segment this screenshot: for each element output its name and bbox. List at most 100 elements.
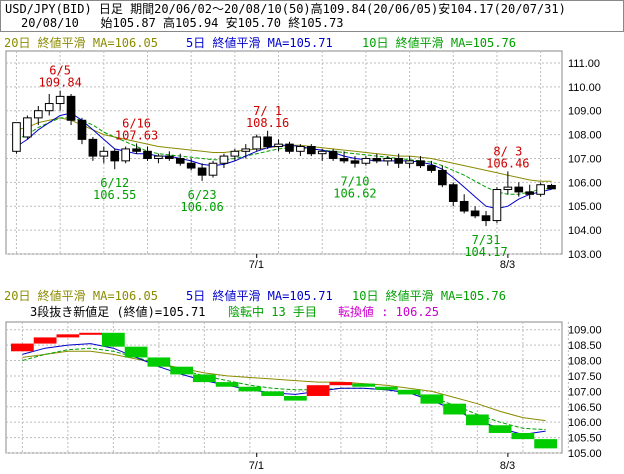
three-line-break-block	[443, 403, 466, 415]
bottom-ytick-label: 107.50	[568, 371, 602, 383]
candle-body	[350, 160, 360, 164]
annotation-value: 106.62	[333, 187, 376, 201]
three-line-break-block	[215, 382, 239, 387]
candle-body	[525, 191, 535, 195]
bottom-ytick-label: 109.00	[568, 325, 602, 337]
candle-body	[44, 103, 54, 112]
bottom-panel-frame	[5, 321, 563, 454]
candle-body	[492, 189, 502, 222]
three-line-break-block	[124, 346, 148, 358]
top-ytick-label: 109.00	[568, 106, 602, 118]
bottom-ytick-label: 107.00	[568, 386, 602, 398]
three-line-break-block	[306, 385, 330, 396]
candle-body	[263, 136, 272, 148]
top-panel-frame	[5, 50, 563, 255]
candle-body	[33, 110, 43, 119]
candle-body	[132, 148, 141, 152]
candle-body	[99, 150, 109, 157]
candle-body	[219, 155, 229, 164]
three-line-break-block	[193, 374, 216, 383]
top-ytick-label: 104.00	[568, 225, 602, 237]
candle-body	[372, 157, 382, 162]
candle-body	[459, 200, 469, 212]
three-line-break-block	[79, 332, 102, 335]
chart-title: USD/JPY(BID) 日足 期間20/06/02～20/08/10(50)高…	[5, 2, 566, 16]
candle-body	[186, 162, 196, 169]
annotation-date: 6/23	[188, 188, 217, 202]
top-ytick-label: 105.00	[568, 201, 602, 213]
top-ytick-label: 107.00	[568, 153, 602, 165]
three-line-break-label: 3段抜き新値足 (終値)=105.71	[30, 304, 205, 319]
last-bar-ohlc: 20/08/10 始105.87 高105.94 安105.70 終105.73	[21, 16, 344, 30]
three-line-break-block	[329, 382, 353, 386]
candle-body	[23, 117, 32, 138]
top-ytick-label: 103.00	[568, 249, 602, 261]
annotation-date: 6/5	[49, 64, 71, 78]
three-line-break-block	[238, 386, 262, 392]
legend-ma5: 5日 終値平滑 MA=105.71	[186, 35, 333, 50]
annotation-value: 106.46	[486, 156, 529, 170]
annotation-date: 6/12	[100, 176, 129, 190]
top-ma20-line	[16, 117, 552, 182]
top-ytick-label: 108.00	[568, 130, 602, 142]
three-line-break-block	[147, 357, 171, 367]
three-line-break-block	[466, 414, 489, 426]
candle-body	[230, 150, 240, 157]
three-line-break-block	[397, 389, 421, 395]
candle-body	[503, 186, 513, 191]
top-ytick-label: 106.00	[568, 177, 602, 189]
annotation-value: 106.55	[93, 188, 136, 202]
top-ma5-line	[16, 112, 552, 210]
bottom-panel-grid	[5, 321, 569, 454]
annotation-date: 8/ 3	[493, 144, 522, 158]
annotation-date: 7/ 1	[253, 104, 282, 118]
top-panel-candles	[12, 90, 556, 227]
candle-body	[448, 184, 458, 202]
reversal-value: 転換値 : 106.25	[338, 304, 439, 319]
candle-body	[547, 184, 556, 190]
legend-bottom-ma20: 20日 終値平滑 MA=106.05	[4, 288, 158, 303]
candle-body	[77, 119, 87, 140]
candle-body	[241, 148, 251, 152]
candle-body	[536, 184, 545, 195]
candle-body	[165, 155, 174, 159]
candle-body	[88, 138, 98, 157]
candle-body	[296, 146, 305, 152]
candle-body	[405, 160, 414, 164]
top-panel-grid	[5, 50, 563, 255]
candle-body	[143, 150, 152, 159]
three-line-break-block	[511, 432, 535, 440]
bottom-ytick-label: 105.50	[568, 433, 602, 445]
candle-body	[66, 95, 76, 121]
bottom-ytick-label: 106.50	[568, 402, 602, 414]
annotation-value: 109.84	[38, 76, 81, 90]
candle-body	[339, 157, 349, 162]
candle-body	[383, 157, 393, 162]
legend-ma10: 10日 終値平滑 MA=105.76	[362, 35, 516, 50]
annotation-date: 6/16	[122, 116, 151, 130]
candle-body	[274, 143, 283, 148]
candle-body	[55, 95, 65, 105]
top-panel-moving-averages	[16, 112, 552, 210]
top-ytick-label: 110.00	[568, 82, 601, 94]
candle-body	[416, 160, 425, 167]
bottom-panel-price-axis: 109.00 108.50 108.00 107.50 107.00 106.50 106.…	[249, 325, 602, 472]
three-line-break-block	[261, 391, 284, 396]
candle-body	[175, 157, 185, 164]
candle-body	[438, 169, 447, 186]
chart-header: USD/JPY(BID) 日足 期間20/06/02～20/08/10(50)高…	[0, 0, 624, 32]
candle-body	[328, 150, 338, 159]
bottom-ytick-label: 108.50	[568, 340, 602, 352]
bottom-panel-blocks	[11, 332, 557, 449]
three-line-break-block	[284, 395, 307, 401]
top-xtick-label: 8/3	[500, 259, 515, 271]
three-line-break-block	[375, 386, 398, 390]
annotation-date: 7/10	[341, 175, 370, 189]
annotation-value: 108.16	[246, 116, 289, 130]
three-line-break-block	[352, 383, 375, 387]
trend-status: 陰転中 13 手目	[228, 304, 317, 319]
candle-body	[252, 136, 262, 150]
three-line-break-block	[420, 394, 444, 404]
